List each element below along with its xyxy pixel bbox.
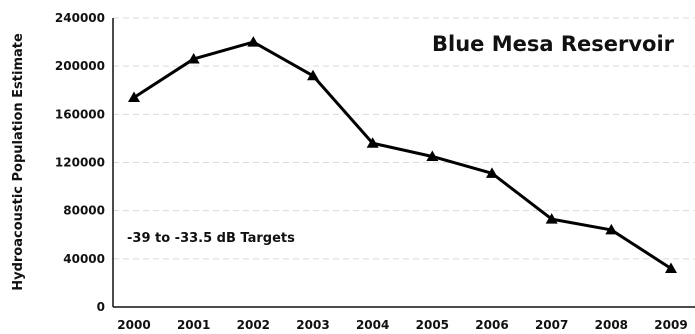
y-tick-label: 120000 xyxy=(55,156,105,170)
x-tick-label: 2000 xyxy=(117,318,150,332)
x-tick-label: 2002 xyxy=(237,318,270,332)
gridlines xyxy=(113,17,695,260)
data-point xyxy=(665,262,677,273)
series-layer xyxy=(128,36,677,273)
data-point xyxy=(187,52,200,64)
data-point xyxy=(366,137,379,148)
y-tick-labels: 0 40000 80000 120000 160000 200000 240000 xyxy=(55,11,105,314)
y-tick-label: 200000 xyxy=(55,59,105,73)
data-point xyxy=(247,36,260,47)
chart-title: Blue Mesa Reservoir xyxy=(432,32,675,56)
x-tick-label: 2008 xyxy=(595,318,628,332)
x-tick-label: 2003 xyxy=(296,318,329,332)
data-point xyxy=(426,150,439,161)
x-tick-label: 2005 xyxy=(416,318,449,332)
series-line xyxy=(133,40,672,270)
data-point xyxy=(486,167,498,178)
x-tick-labels: 2000 2001 2002 2003 2004 2005 2006 2007 2008 2009 xyxy=(117,318,687,332)
data-point xyxy=(545,213,558,224)
y-tick-label: 240000 xyxy=(55,11,105,25)
chart-annotation: -39 to -33.5 dB Targets xyxy=(127,231,295,246)
x-tick-label: 2006 xyxy=(475,318,508,332)
x-tick-label: 2007 xyxy=(535,318,568,332)
y-tick-label: 40000 xyxy=(63,252,105,266)
x-tick-label: 2001 xyxy=(177,318,210,332)
data-point xyxy=(605,223,618,235)
x-tick-label: 2004 xyxy=(356,318,389,332)
y-tick-label: 80000 xyxy=(63,204,105,218)
data-point xyxy=(128,91,140,102)
y-tick-label: 160000 xyxy=(55,107,105,121)
y-axis-title: Hydroacoustic Population Estimate xyxy=(11,33,26,291)
y-tick-label: 0 xyxy=(97,300,105,314)
data-point xyxy=(307,69,319,81)
x-tick-label: 2009 xyxy=(654,318,687,332)
